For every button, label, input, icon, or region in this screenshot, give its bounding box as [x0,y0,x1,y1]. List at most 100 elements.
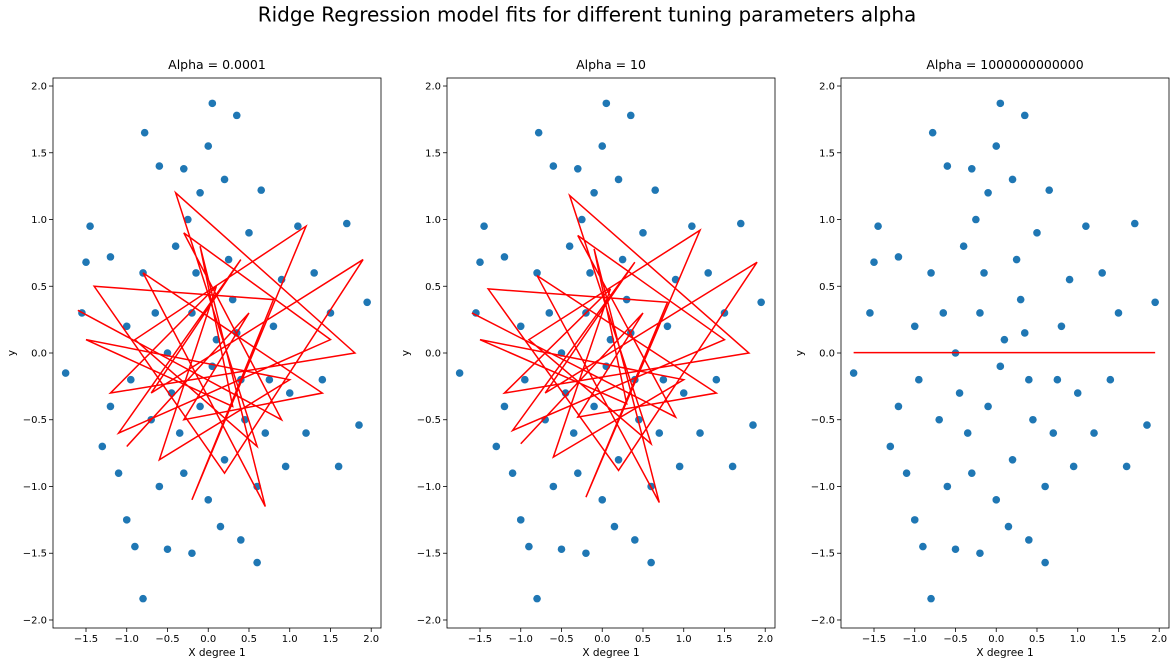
scatter-point [870,258,878,267]
y-tick-label: 0.5 [425,282,441,293]
x-tick-label: 2.0 [1151,634,1167,645]
scatter-point [127,375,135,384]
scatter-point [106,253,115,261]
plot-area [455,99,765,603]
scatter-point [712,375,721,384]
scatter-point [849,369,858,377]
scatter-point [919,542,927,551]
scatter-point [192,269,200,277]
scatter-point [220,455,229,464]
scatter-point [155,482,164,491]
scatter-point [1025,375,1033,384]
scatter-point [281,462,290,471]
scatter-point [1008,455,1017,464]
scatter-point [647,558,655,567]
scatter-point [1049,429,1058,437]
scatter-point [257,186,266,194]
scatter-point [984,402,992,411]
scatter-point [1053,375,1062,384]
scatter-point [500,402,509,411]
scatter-point [232,111,241,120]
scatter-point [728,462,737,471]
scatter-point [1020,111,1029,120]
x-tick-label: 1.5 [717,634,733,645]
scatter-point [265,375,274,384]
scatter-point [122,322,131,331]
scatter-point [590,402,598,411]
scatter-point [188,549,196,558]
y-tick-label: 1.5 [31,148,47,159]
scatter-point [939,309,948,317]
x-tick-label: 0.5 [241,634,257,645]
scatter-point [342,219,351,228]
scatter-point [749,421,757,429]
scatter-point [216,522,225,531]
y-axis-label: y [6,350,18,356]
scatter-point [935,415,943,424]
scatter-point [549,482,558,491]
scatter-point [140,128,149,137]
scatter-point [171,242,180,251]
scatter-point [598,496,607,504]
scatter-point [992,142,1001,150]
y-tick-label: −1.0 [23,482,47,493]
scatter-point [610,522,619,531]
y-tick-label: −0.5 [811,415,835,426]
scatter-point [659,375,668,384]
x-tick-label: 0.5 [635,634,651,645]
x-tick-label: −0.5 [943,634,967,645]
scatter-point [1122,462,1131,471]
scatter-point [1025,536,1033,544]
x-tick-label: 0.0 [988,634,1004,645]
scatter-point [984,189,992,197]
scatter-point [208,99,217,108]
scatter-point [626,111,635,120]
x-axis-label: X degree 1 [976,647,1033,659]
scatter-point [573,164,582,173]
y-tick-label: 1.5 [819,148,835,159]
scatter-point [1143,421,1151,429]
x-tick-label: 0.5 [1029,634,1045,645]
scatter-point [951,545,960,554]
fit-line [471,193,758,503]
scatter-point [963,429,972,437]
scatter-point [886,442,895,451]
scatter-point [86,222,94,230]
y-tick-label: 2.0 [31,82,47,93]
scatter-point [1033,229,1041,237]
scatter-point [602,99,611,108]
x-axis-label: X degree 1 [188,647,245,659]
scatter-point [679,389,688,397]
scatter-point [1114,309,1123,317]
x-tick-label: 1.5 [1111,634,1127,645]
scatter-point [704,269,712,277]
scatter-point [894,402,903,411]
scatter-point [155,162,164,170]
scatter-point [204,496,213,504]
scatter-point [196,402,204,411]
x-tick-label: −1.0 [509,634,533,645]
y-tick-label: −0.5 [417,415,441,426]
scatter-point [967,469,976,477]
scatter-point [996,362,1005,371]
scatter-point [910,322,919,331]
scatter-point [224,255,233,264]
scatter-point [1082,222,1090,230]
scatter-point [996,99,1005,108]
scatter-point [586,269,594,277]
axes-frame [52,77,382,629]
scatter-point [618,255,627,264]
scatter-point [1020,329,1029,337]
x-tick-label: 1.0 [676,634,692,645]
scatter-point [500,253,509,261]
figure-title: Ridge Regression model fits for differen… [258,3,917,27]
scatter-point [967,164,976,173]
y-tick-label: 1.0 [31,215,47,226]
x-tick-label: 1.0 [282,634,298,645]
scatter-point [927,594,935,603]
scatter-point [1041,558,1049,567]
scatter-point [525,542,533,551]
y-tick-label: −2.0 [23,615,47,626]
scatter-point [139,594,147,603]
